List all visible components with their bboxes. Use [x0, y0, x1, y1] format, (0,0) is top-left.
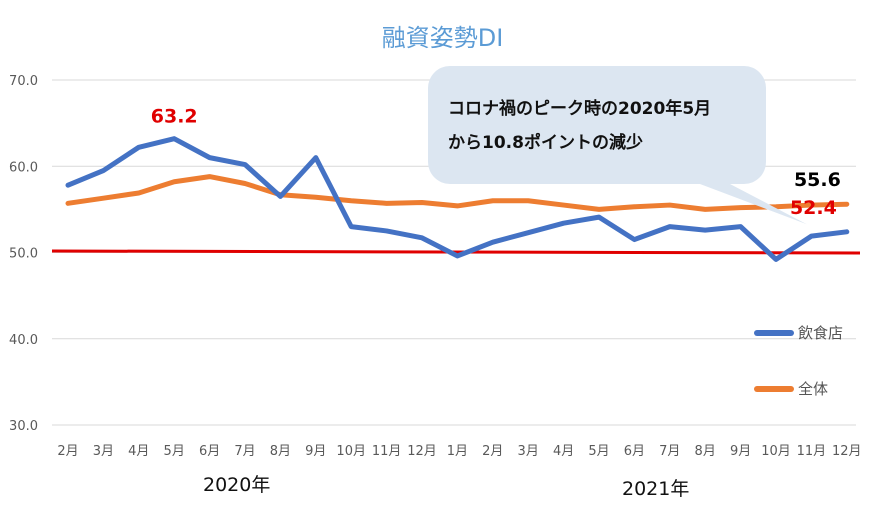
legend-swatch-series-2 — [754, 385, 794, 392]
callout-box: コロナ禍のピーク時の2020年5月 から10.8ポイントの減少 — [428, 66, 766, 184]
x-tick-label: 5月 — [164, 444, 185, 459]
x-tick-label: 9月 — [305, 444, 326, 459]
y-tick-label: 50.0 — [9, 247, 38, 262]
x-tick-label: 7月 — [234, 444, 255, 459]
x-tick-label: 6月 — [624, 444, 645, 459]
legend-item-series-1: 飲食店 — [754, 322, 843, 343]
legend-item-series-2: 全体 — [754, 378, 828, 399]
x-tick-label: 2月 — [482, 444, 503, 459]
x-tick-label: 4月 — [553, 444, 574, 459]
x-tick-label: 3月 — [93, 444, 114, 459]
x-tick-label: 2月 — [57, 444, 78, 459]
year-label-2020: 2020年 — [203, 474, 271, 496]
data-label-annotation: 63.2 — [151, 106, 198, 128]
y-tick-label: 60.0 — [9, 160, 38, 175]
legend-swatch-series-1 — [754, 329, 794, 336]
x-tick-label: 8月 — [270, 444, 291, 459]
x-tick-label: 8月 — [695, 444, 716, 459]
legend-label-series-1: 飲食店 — [798, 324, 844, 342]
x-tick-label: 11月 — [372, 444, 402, 459]
data-label-annotation: 55.6 — [794, 169, 841, 191]
series-line-2 — [65, 174, 850, 212]
callout-line-2: から10.8ポイントの減少 — [448, 133, 643, 153]
chart-title: 融資姿勢DI — [381, 24, 504, 52]
x-tick-label: 6月 — [199, 444, 220, 459]
reference-line-50 — [51, 249, 861, 255]
x-tick-label: 4月 — [128, 444, 149, 459]
x-tick-label: 10月 — [336, 444, 366, 459]
y-tick-label: 70.0 — [9, 74, 38, 89]
y-tick-label: 30.0 — [9, 419, 38, 434]
x-tick-label: 10月 — [761, 444, 791, 459]
data-label-annotation: 52.4 — [790, 197, 837, 219]
callout-line-1: コロナ禍のピーク時の2020年5月 — [448, 99, 712, 119]
x-tick-label: 12月 — [407, 444, 437, 459]
callout-pointer — [700, 184, 807, 225]
x-tick-label: 11月 — [797, 444, 827, 459]
x-tick-label: 5月 — [588, 444, 609, 459]
x-tick-label: 1月 — [447, 444, 468, 459]
x-tick-label: 12月 — [832, 444, 862, 459]
legend-label-series-2: 全体 — [798, 380, 829, 398]
x-tick-label: 3月 — [518, 444, 539, 459]
x-tick-label: 9月 — [730, 444, 751, 459]
year-label-2021: 2021年 — [622, 478, 690, 500]
y-tick-label: 40.0 — [9, 333, 38, 348]
x-tick-label: 7月 — [659, 444, 680, 459]
series-line-1 — [65, 136, 850, 262]
